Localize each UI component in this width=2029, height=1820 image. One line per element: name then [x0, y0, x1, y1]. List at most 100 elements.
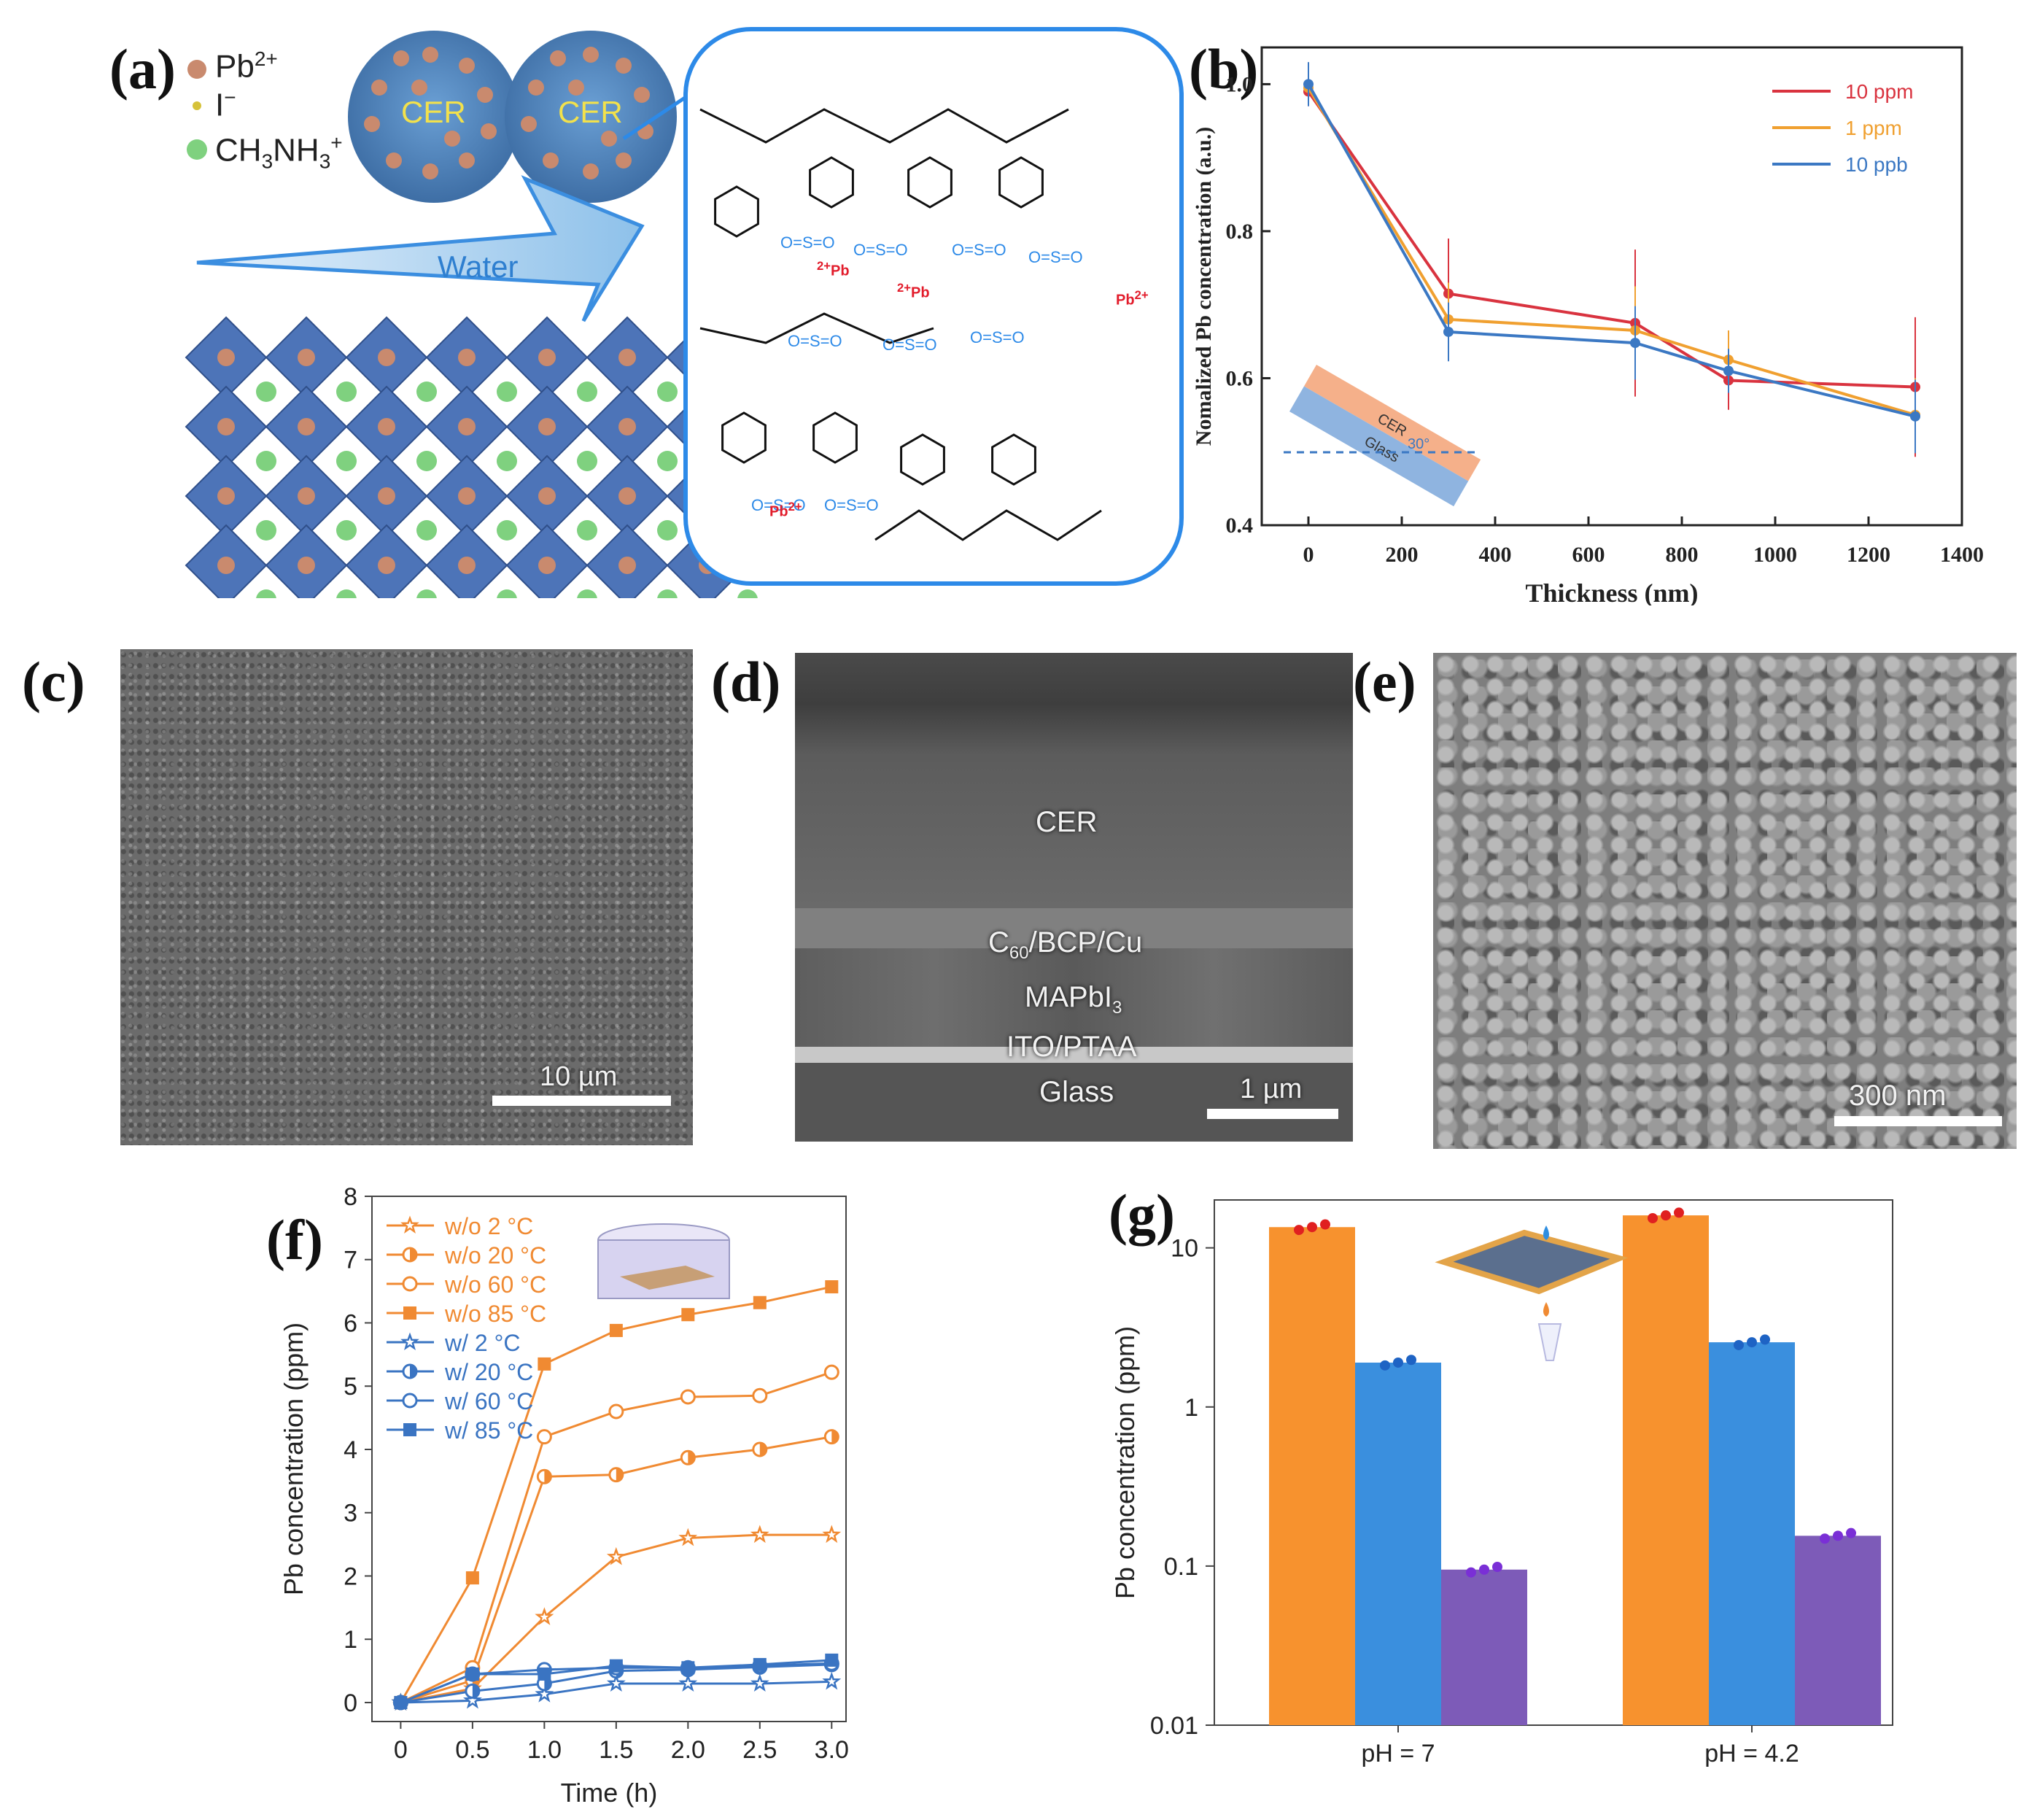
pb-ion-dot [538, 557, 556, 574]
y-tick-label: 0.01 [1150, 1712, 1198, 1740]
panel-d-label: (d) [711, 650, 781, 713]
bar [1441, 1569, 1527, 1725]
layer-mapbi [795, 948, 1353, 1050]
chart-g: 0.01 0.1 1 10 Pb concentration (ppm) pH = 7 pH… [1110, 1199, 1893, 1767]
panel-e-label: (e) [1353, 650, 1416, 713]
x-tick-label: 400 [1479, 543, 1512, 567]
sem-image-e: 300 nm [1433, 653, 2017, 1149]
pb-legend-dot [187, 60, 206, 79]
label-c60: C60/BCP/Cu [988, 926, 1143, 963]
panel-c-label: (c) [22, 650, 85, 713]
marker-square [753, 1296, 767, 1309]
pb-ion-dot [364, 116, 380, 132]
ma-cation-dot [497, 382, 517, 402]
marker-square [465, 1571, 479, 1585]
bar-data-point [1492, 1562, 1502, 1573]
panel-f-label: (f) [266, 1208, 323, 1271]
series-line [1307, 83, 1916, 418]
pb-ion-3: Pb2+ [1116, 288, 1149, 309]
cer-label-2: CER [558, 95, 623, 129]
label-cer: CER [1036, 806, 1098, 838]
legend-label: w/ 2 °C [444, 1330, 520, 1356]
bar [1709, 1342, 1795, 1725]
marker-star [606, 1673, 626, 1692]
y-tick-label: 10 [1171, 1235, 1198, 1263]
y-axis-title: Nomalized Pb concentration (a.u.) [1192, 127, 1216, 446]
data-point [1910, 411, 1920, 422]
legend-label: w/o 20 °C [444, 1242, 546, 1269]
marker-star [822, 1671, 842, 1690]
perovskite-lattice [185, 316, 758, 598]
y-axis-title: Pb concentration (ppm) [1110, 1326, 1140, 1599]
scale-bar-c [492, 1096, 671, 1106]
bar [1795, 1536, 1881, 1725]
sulfonate-group: O=S=O [1028, 248, 1083, 266]
ma-cation-dot [336, 451, 357, 471]
sulfonate-group: O=S=O [788, 332, 842, 350]
sulfonate-group: O=S=O [853, 241, 908, 259]
layer-glass [795, 1063, 1353, 1142]
y-tick-label: 7 [344, 1247, 357, 1274]
x-tick-label: 0 [1303, 543, 1314, 567]
x-tick-label: pH = 4.2 [1704, 1740, 1799, 1767]
pb-ion-dot [217, 487, 235, 505]
x-tick-label: 1400 [1940, 543, 1984, 567]
marker-square [609, 1323, 623, 1337]
bar-data-point [1833, 1530, 1843, 1541]
marker-circle-open [608, 1403, 624, 1420]
polymer-backbone-top [699, 108, 1069, 144]
ma-cation-dot [256, 451, 276, 471]
sulfonate-group: O=S=O [780, 233, 835, 252]
y-tick-label: 1.0 [1226, 72, 1254, 96]
marker-half-fill [759, 1442, 767, 1456]
ma-legend-dot [187, 139, 207, 160]
ma-cation-dot [336, 520, 357, 541]
panel-g: (g) 0.01 0.1 1 10 Pb concentration (ppm) pH =… [1094, 1167, 2020, 1809]
sulfonate-group: O=S=O [751, 496, 806, 514]
bar-data-point [1406, 1355, 1416, 1366]
pb-ion-dot [378, 349, 395, 366]
ma-cation-dot [416, 589, 437, 598]
scale-bar-e [1834, 1116, 2002, 1126]
x-tick-label: 1000 [1753, 543, 1797, 567]
pb-ion-dot [393, 50, 409, 66]
x-tick-label: 1200 [1847, 543, 1890, 567]
marker-star [750, 1673, 769, 1692]
inset-angle-label: 30° [1408, 436, 1429, 452]
marker-star [535, 1684, 554, 1703]
marker-circle-open [536, 1429, 552, 1445]
pb-ion-dot [458, 349, 476, 366]
pb-ion-dot [422, 47, 438, 63]
layer-c60 [795, 908, 1353, 948]
benzene-ring [900, 433, 945, 486]
inset-glass-layer [1289, 386, 1469, 507]
x-tick-label: 1.5 [599, 1736, 633, 1764]
marker-square [825, 1280, 839, 1294]
pb-ion-dot [601, 131, 617, 147]
cer-label-1: CER [401, 95, 466, 129]
legend-label: w/o 85 °C [444, 1301, 546, 1327]
y-tick-label: 4 [344, 1436, 357, 1464]
legend-iodide: I− [215, 86, 236, 123]
polymer-backbone-bottom [874, 509, 1102, 541]
bar [1623, 1215, 1709, 1725]
ma-cation-dot [577, 589, 597, 598]
marker-circle-open [823, 1364, 839, 1380]
data-point [1630, 338, 1640, 349]
y-tick-label: 8 [344, 1183, 357, 1211]
panel-b-label: (b) [1189, 37, 1259, 101]
resin-structure-box [683, 27, 1184, 586]
pb-ion-dot [521, 116, 537, 132]
pb-ion-dot [444, 131, 460, 147]
ma-cation-dot [256, 589, 276, 598]
pb-ion-dot [298, 487, 315, 505]
inset-device [1435, 1229, 1629, 1295]
label-glass: Glass [1039, 1076, 1114, 1108]
legend-label: w/ 60 °C [444, 1388, 533, 1414]
benzene-ring [812, 411, 858, 464]
panel-b: (b) 0 200 400 600 800 1000 1200 1400 0.4 0.6 0.8 1.… [1189, 15, 2013, 605]
sulfonate-group: O=S=O [824, 496, 879, 514]
pb-ion-dot [634, 87, 650, 103]
data-point [1443, 326, 1454, 337]
bar-data-point [1661, 1210, 1671, 1221]
